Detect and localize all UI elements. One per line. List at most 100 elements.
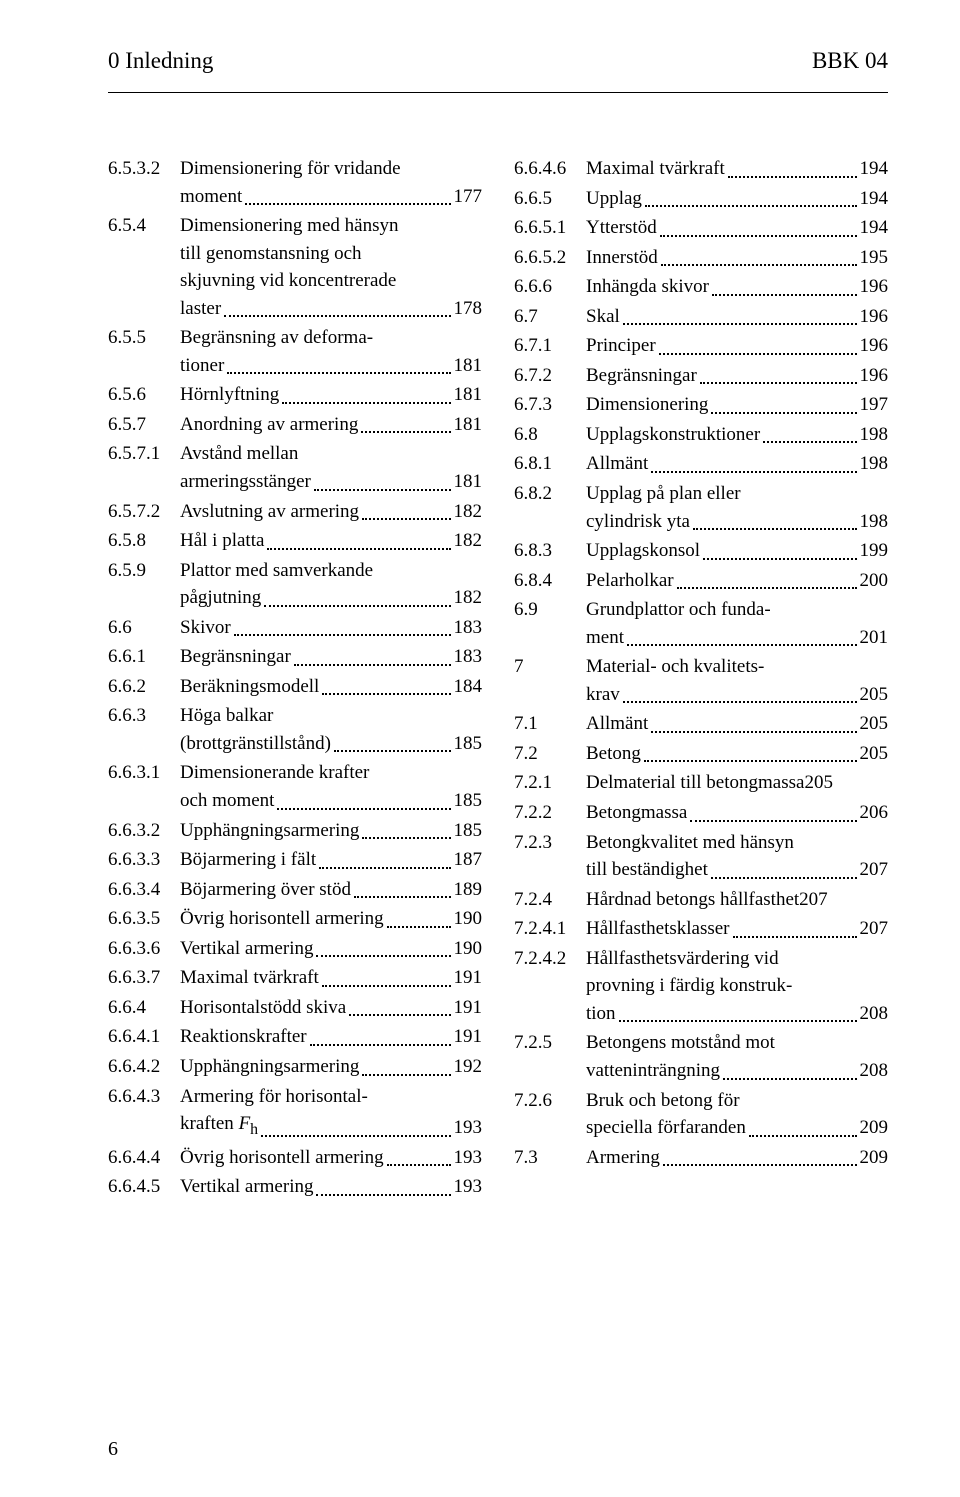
toc-page: 196 [860,332,889,360]
toc-title-line: Betongkvalitet med hänsyn [586,829,794,857]
page: 0 Inledning BBK 04 6.5.3.2Dimensionering… [0,0,960,1497]
toc-title: Maximal tvärkraft [180,964,319,992]
toc-dots [749,1135,857,1137]
toc-page: 206 [860,799,889,827]
toc-section-number: 6.8.1 [514,450,586,478]
toc-dots [690,820,856,822]
toc-entry: 7.2Betong205 [514,740,888,768]
toc-dots [677,587,857,589]
toc-title: Övrig horisontell armering [180,1144,384,1172]
toc-section-number: 6.5.4 [108,212,180,240]
toc-section-number: 6.6.4.4 [108,1144,180,1172]
toc-entry: 6.6.4.4Övrig horisontell armering193 [108,1144,482,1172]
toc-title-line: och moment [180,787,274,815]
toc-dots [316,1194,450,1196]
toc-column-right: 6.6.4.6Maximal tvärkraft1946.6.5Upplag19… [514,155,888,1203]
toc-entry: 7.2.4.2Hållfasthetsvärdering vidprovning… [514,945,888,1028]
toc-title: Upplagskonsol [586,537,700,565]
toc-page: 199 [860,537,889,565]
toc-entry: 7.3Armering209 [514,1144,888,1172]
toc-title-line: Höga balkar [180,702,273,730]
toc-section-number: 7.1 [514,710,586,738]
toc-section-number: 7.2.5 [514,1029,586,1057]
toc-page: 194 [860,214,889,242]
toc-entry: 7.2.4Hårdnad betongs hållfasthet207 [514,886,888,914]
toc-page: 177 [454,183,483,211]
toc-title-line: Dimensionerande krafter [180,759,369,787]
toc-entry: 6.5.6Hörnlyftning181 [108,381,482,409]
toc-dots [703,558,857,560]
toc-section-number: 7.2.6 [514,1087,586,1115]
toc-page: 209 [860,1144,889,1172]
toc-section-number: 6.7.1 [514,332,586,360]
toc-section-number: 6.6.3.2 [108,817,180,845]
toc-page: 190 [454,935,483,963]
toc-page: 207 [860,856,889,884]
toc-section-number: 6.5.7.2 [108,498,180,526]
toc-section-number: 6.6.4.5 [108,1173,180,1201]
toc-title-line: ment [586,624,624,652]
toc-title-line: speciella förfaranden [586,1114,746,1142]
toc-entry: 6.6.5Upplag194 [514,185,888,213]
toc-dots [322,693,450,695]
toc-title: Upplag [586,185,642,213]
toc-page: 207 [799,886,828,914]
toc-entry: 6.5.3.2Dimensionering för vridandemoment… [108,155,482,210]
toc-title: Allmänt [586,710,648,738]
toc-dots [354,896,451,898]
toc-section-number: 6.6.4.3 [108,1083,180,1111]
toc-section-number: 7.2 [514,740,586,768]
toc-title-line: Plattor med samverkande [180,557,373,585]
toc-title: Böjarmering över stöd [180,876,351,904]
toc-page: 187 [454,846,483,874]
toc-section-number: 6.9 [514,596,586,624]
toc-page: 184 [454,673,483,701]
toc-page: 185 [454,730,483,758]
toc-dots [663,1164,857,1166]
toc-title: Delmaterial till betongmassa [586,769,804,797]
toc-entry: 6.7.3Dimensionering197 [514,391,888,419]
toc-page: 195 [860,244,889,272]
toc-page: 189 [454,876,483,904]
toc-section-number: 6.5.5 [108,324,180,352]
toc-dots [623,701,857,703]
toc-dots [627,644,857,646]
toc-page: 198 [860,508,889,536]
toc-title: Hårdnad betongs hållfasthet [586,886,799,914]
toc-entry: 7.2.2Betongmassa206 [514,799,888,827]
toc-entry: 6.5.9Plattor med samverkandepågjutning18… [108,557,482,612]
toc-page: 183 [454,614,483,642]
toc-dots [316,955,450,957]
toc-title: Betong [586,740,641,768]
toc-dots [361,431,450,433]
toc-section-number: 6.6.1 [108,643,180,671]
toc-section-number: 6.5.8 [108,527,180,555]
page-number: 6 [108,1438,118,1461]
toc-section-number: 6.5.3.2 [108,155,180,183]
toc-entry: 6.8.1Allmänt198 [514,450,888,478]
toc-title: Principer [586,332,656,360]
toc-column-left: 6.5.3.2Dimensionering för vridandemoment… [108,155,482,1203]
toc-dots [660,235,857,237]
toc-section-number: 6.6.3.6 [108,935,180,963]
toc-section-number: 7.2.3 [514,829,586,857]
toc-title: Vertikal armering [180,935,313,963]
toc-dots [264,605,450,607]
toc-page: 191 [454,994,483,1022]
toc-page: 181 [454,411,483,439]
toc-title: Anordning av armering [180,411,358,439]
toc-page: 196 [860,273,889,301]
toc-title-line: till genomstansning och [180,240,362,268]
toc-page: 178 [454,295,483,323]
toc-dots [349,1014,450,1016]
toc-section-number: 7.2.4.1 [514,915,586,943]
toc-page: 183 [454,643,483,671]
toc-title-line: tioner [180,352,224,380]
toc-page: 198 [860,421,889,449]
toc-page: 191 [454,964,483,992]
toc-dots [245,203,450,205]
toc-entry: 7Material- och kvalitets-krav205 [514,653,888,708]
toc-dots [644,760,857,762]
toc-entry: 6.7.1Principer 196 [514,332,888,360]
toc-dots [659,353,857,355]
